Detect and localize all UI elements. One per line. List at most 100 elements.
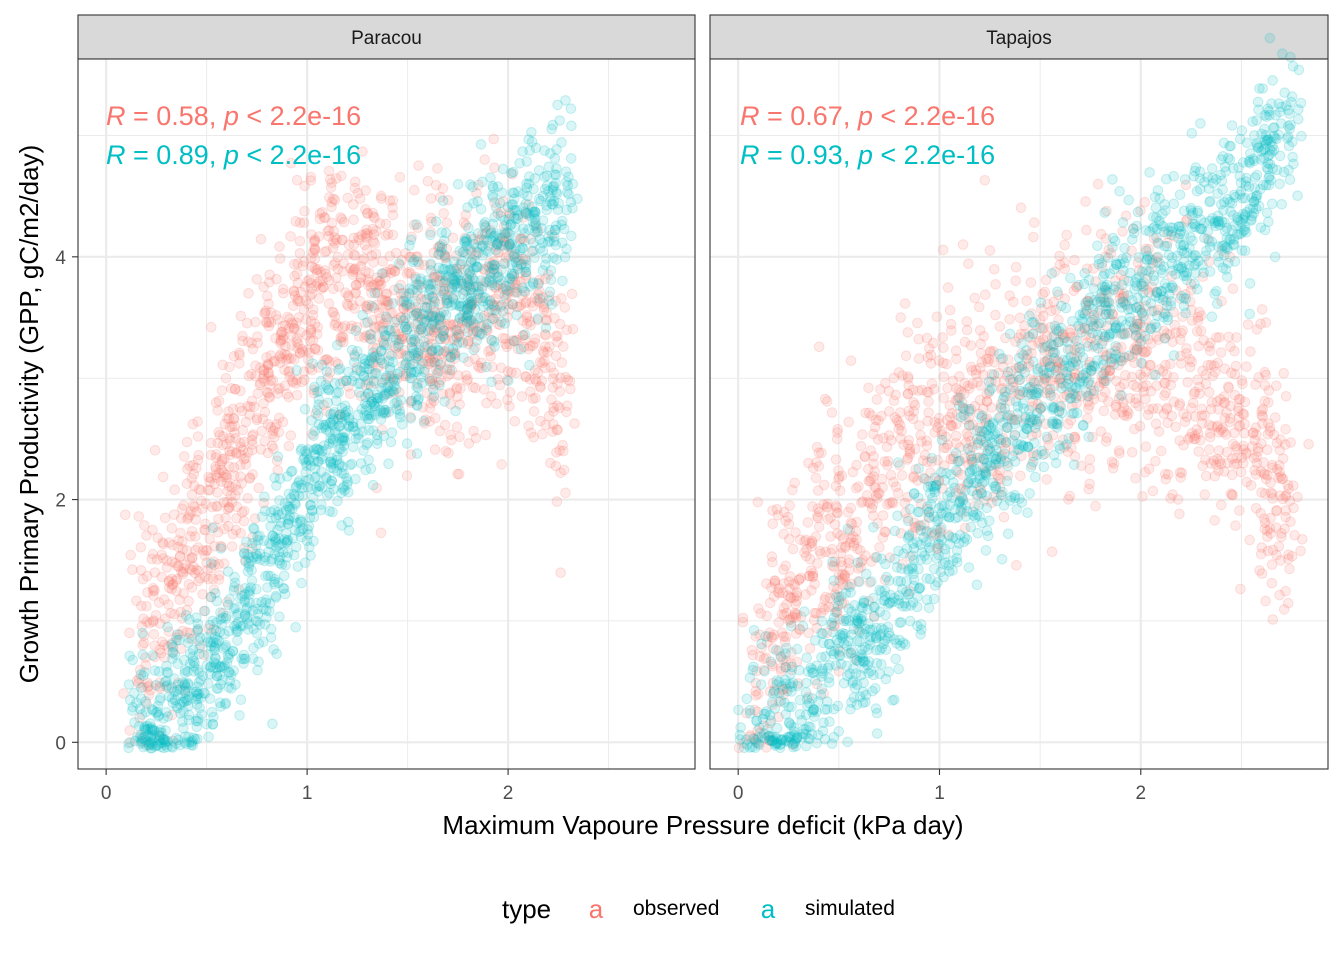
point-observed	[1131, 473, 1141, 483]
point-observed	[1230, 428, 1240, 438]
point-simulated	[394, 284, 404, 294]
point-observed	[215, 430, 225, 440]
point-observed	[204, 574, 214, 584]
point-observed	[313, 323, 323, 333]
point-simulated	[1218, 185, 1228, 195]
point-simulated	[491, 245, 501, 255]
point-simulated	[1084, 432, 1094, 442]
point-observed	[452, 383, 462, 393]
point-observed	[497, 460, 507, 470]
point-simulated	[406, 368, 416, 378]
point-observed	[1257, 305, 1267, 315]
point-observed	[142, 601, 152, 611]
y-tick-label: 2	[55, 491, 66, 512]
r-value: = 0.58,	[126, 101, 224, 131]
point-observed	[529, 407, 539, 417]
point-observed	[878, 511, 888, 521]
point-simulated	[351, 474, 361, 484]
point-observed	[128, 565, 138, 575]
point-observed	[1039, 311, 1049, 321]
point-simulated	[541, 323, 551, 333]
point-simulated	[546, 275, 556, 285]
point-observed	[1222, 447, 1232, 457]
point-observed	[889, 373, 899, 383]
point-observed	[1055, 260, 1065, 270]
point-observed	[395, 173, 405, 183]
point-observed	[826, 532, 836, 542]
point-observed	[805, 571, 815, 581]
point-observed	[218, 360, 228, 370]
point-observed	[1016, 471, 1026, 481]
point-observed	[559, 342, 569, 352]
point-simulated	[530, 227, 540, 237]
point-observed	[1099, 406, 1109, 416]
point-observed	[1065, 491, 1075, 501]
point-observed	[1182, 349, 1192, 359]
point-simulated	[516, 345, 526, 355]
point-observed	[938, 245, 948, 255]
point-observed	[274, 413, 284, 423]
point-simulated	[409, 330, 419, 340]
point-observed	[1204, 445, 1214, 455]
point-simulated	[567, 231, 577, 241]
point-observed	[1026, 278, 1036, 288]
point-observed	[849, 541, 859, 551]
point-observed	[754, 604, 764, 614]
point-observed	[1111, 400, 1121, 410]
point-simulated	[162, 737, 172, 747]
point-simulated	[533, 314, 543, 324]
point-observed	[1175, 468, 1185, 478]
point-observed	[203, 545, 213, 555]
point-simulated	[291, 500, 301, 510]
point-observed	[1193, 313, 1203, 323]
r-symbol: R	[106, 101, 126, 131]
point-observed	[348, 267, 358, 277]
point-observed	[236, 529, 246, 539]
point-observed	[886, 470, 896, 480]
point-observed	[1231, 521, 1241, 531]
point-observed	[314, 232, 324, 242]
strip-label-tapajos: Tapajos	[986, 28, 1052, 49]
point-simulated	[494, 237, 504, 247]
point-simulated	[173, 630, 183, 640]
point-observed	[990, 265, 1000, 275]
point-observed	[536, 416, 546, 426]
point-simulated	[303, 482, 313, 492]
point-simulated	[229, 666, 239, 676]
point-simulated	[344, 413, 354, 423]
point-observed	[1275, 590, 1285, 600]
point-observed	[193, 543, 203, 553]
point-observed	[225, 433, 235, 443]
point-simulated	[137, 683, 147, 693]
point-simulated	[1023, 508, 1033, 518]
point-observed	[827, 408, 837, 418]
point-observed	[814, 462, 824, 472]
point-simulated	[473, 314, 483, 324]
point-simulated	[281, 505, 291, 515]
point-simulated	[552, 189, 562, 199]
point-observed	[904, 381, 914, 391]
point-simulated	[408, 257, 418, 267]
point-simulated	[363, 318, 373, 328]
point-observed	[197, 496, 207, 506]
point-observed	[142, 571, 152, 581]
point-observed	[958, 240, 968, 250]
point-observed	[943, 283, 953, 293]
point-observed	[1257, 488, 1267, 498]
point-simulated	[399, 316, 409, 326]
point-simulated	[445, 365, 455, 375]
point-observed	[966, 341, 976, 351]
point-observed	[1236, 584, 1246, 594]
point-observed	[546, 458, 556, 468]
point-simulated	[1248, 117, 1258, 127]
point-observed	[206, 438, 216, 448]
point-simulated	[211, 589, 221, 599]
point-simulated	[566, 154, 576, 164]
point-simulated	[393, 369, 403, 379]
point-observed	[510, 417, 520, 427]
point-simulated	[212, 618, 222, 628]
point-observed	[1226, 342, 1236, 352]
point-observed	[185, 555, 195, 565]
point-observed	[864, 408, 874, 418]
point-simulated	[1111, 342, 1121, 352]
